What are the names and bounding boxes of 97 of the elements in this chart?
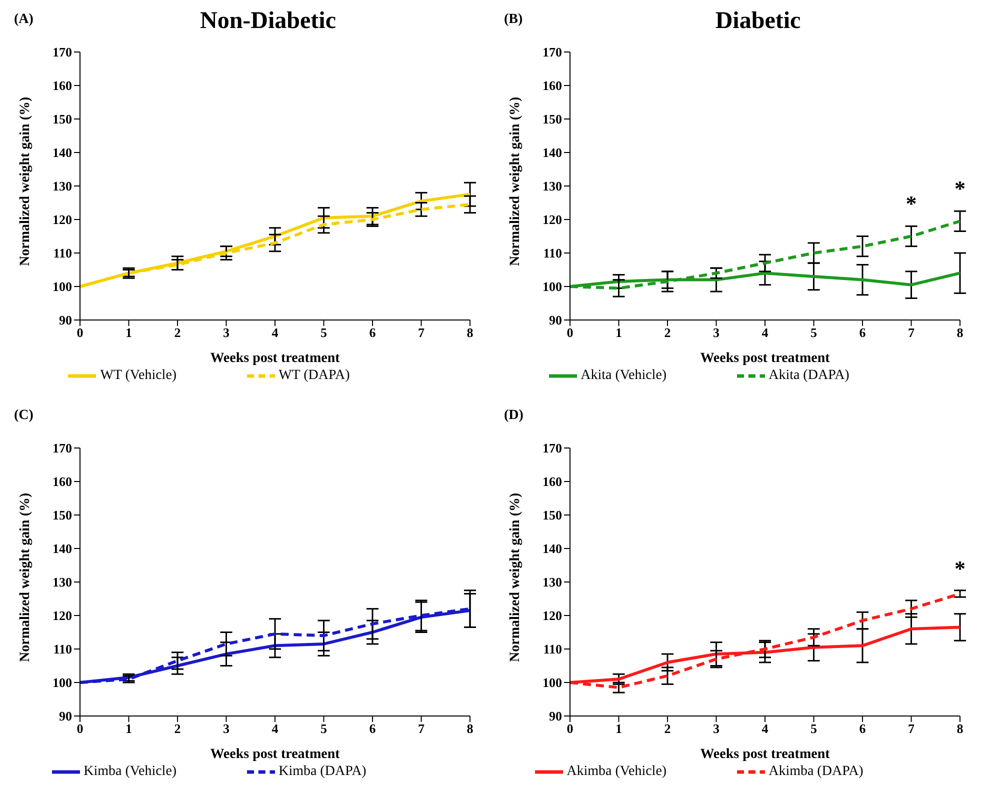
y-tick-label: 170 — [542, 44, 562, 60]
y-tick-label: 120 — [542, 212, 562, 228]
x-tick-label: 6 — [859, 721, 866, 736]
x-tick-label: 1 — [126, 721, 132, 736]
y-tick-label: 100 — [542, 279, 562, 294]
x-tick-label: 6 — [859, 325, 866, 340]
y-tick-label: 130 — [542, 574, 562, 590]
chart-title: Diabetic — [715, 8, 801, 34]
x-tick-label: 5 — [320, 325, 328, 340]
y-tick-label: 150 — [542, 508, 562, 523]
legend-label: Akita (Vehicle) — [580, 368, 667, 384]
x-tick-label: 5 — [320, 721, 328, 736]
y-tick-label: 150 — [52, 112, 72, 127]
y-tick-label: 140 — [542, 145, 562, 160]
x-tick-label: 3 — [713, 721, 720, 736]
y-tick-label: 100 — [52, 675, 72, 690]
x-axis-title: Weeks post treatment — [700, 747, 830, 762]
y-tick-label: 170 — [52, 44, 72, 60]
x-tick-label: 0 — [76, 325, 84, 340]
y-tick-label: 150 — [52, 508, 72, 523]
chart-title: Non-Diabetic — [200, 8, 336, 34]
x-tick-label: 8 — [956, 325, 964, 340]
x-tick-label: 2 — [664, 325, 671, 340]
x-tick-label: 7 — [418, 325, 425, 340]
x-tick-label: 1 — [616, 325, 622, 340]
legend-label: Kimba (DAPA) — [278, 764, 366, 780]
y-tick-label: 130 — [542, 178, 562, 194]
y-tick-label: 110 — [53, 642, 72, 657]
x-tick-label: 8 — [466, 721, 474, 736]
y-tick-label: 160 — [52, 78, 72, 94]
y-axis-title: Normalized weight gain (%) — [508, 492, 523, 662]
y-tick-label: 90 — [549, 708, 562, 724]
legend-label: WT (Vehicle) — [100, 368, 177, 384]
x-tick-label: 2 — [174, 721, 181, 736]
y-tick-label: 120 — [52, 608, 72, 624]
x-tick-label: 3 — [223, 325, 230, 340]
x-tick-label: 5 — [810, 325, 818, 340]
x-tick-label: 4 — [272, 325, 279, 340]
legend-label: Kimba (Vehicle) — [84, 764, 177, 780]
x-tick-label: 2 — [664, 721, 671, 736]
x-axis-title: Weeks post treatment — [210, 747, 340, 762]
y-tick-label: 160 — [542, 78, 562, 94]
legend-label: WT (DAPA) — [278, 368, 350, 384]
x-tick-label: 1 — [616, 721, 622, 736]
text: (A) — [14, 12, 34, 28]
y-tick-label: 160 — [542, 474, 562, 490]
text: (C) — [14, 408, 34, 424]
y-tick-label: 100 — [52, 279, 72, 294]
x-tick-label: 4 — [762, 325, 769, 340]
y-tick-label: 100 — [542, 675, 562, 690]
x-tick-label: 3 — [713, 325, 720, 340]
x-tick-label: 6 — [369, 721, 376, 736]
y-tick-label: 90 — [59, 312, 72, 328]
y-tick-label: 130 — [52, 574, 72, 590]
x-tick-label: 4 — [272, 721, 279, 736]
y-tick-label: 170 — [542, 440, 562, 456]
y-tick-label: 140 — [542, 541, 562, 556]
text: (D) — [504, 408, 524, 424]
x-tick-label: 7 — [418, 721, 425, 736]
y-tick-label: 140 — [52, 541, 72, 556]
x-tick-label: 0 — [566, 325, 574, 340]
x-tick-label: 7 — [908, 721, 915, 736]
y-tick-label: 110 — [53, 246, 72, 261]
x-tick-label: 1 — [126, 325, 132, 340]
y-axis-title: Normalized weight gain (%) — [18, 96, 33, 266]
y-tick-label: 110 — [543, 642, 562, 657]
y-axis-title: Normalized weight gain (%) — [18, 492, 33, 662]
data-label: * — [954, 176, 966, 202]
legend-label: Akita (DAPA) — [768, 368, 850, 384]
x-tick-label: 4 — [762, 721, 769, 736]
data-label: * — [906, 191, 917, 216]
x-tick-label: 3 — [223, 721, 230, 736]
y-tick-label: 120 — [52, 212, 72, 228]
legend-label: Akimba (Vehicle) — [566, 764, 667, 780]
data-label: * — [954, 556, 966, 582]
y-tick-label: 160 — [52, 474, 72, 490]
y-tick-label: 90 — [549, 312, 562, 328]
x-tick-label: 7 — [908, 325, 915, 340]
x-tick-label: 8 — [956, 721, 964, 736]
y-tick-label: 130 — [52, 178, 72, 194]
x-tick-label: 2 — [174, 325, 181, 340]
x-tick-label: 8 — [466, 325, 474, 340]
y-tick-label: 140 — [52, 145, 72, 160]
y-tick-label: 170 — [52, 440, 72, 456]
x-axis-title: Weeks post treatment — [210, 351, 340, 366]
y-axis-title: Normalized weight gain (%) — [508, 96, 523, 266]
x-axis-title: Weeks post treatment — [700, 351, 830, 366]
text: (B) — [504, 12, 523, 28]
y-tick-label: 120 — [542, 608, 562, 624]
x-tick-label: 0 — [566, 721, 574, 736]
x-tick-label: 0 — [76, 721, 84, 736]
x-tick-label: 6 — [369, 325, 376, 340]
legend-label: Akimba (DAPA) — [768, 764, 864, 780]
x-tick-label: 5 — [810, 721, 818, 736]
y-tick-label: 150 — [542, 112, 562, 127]
y-tick-label: 90 — [59, 708, 72, 724]
y-tick-label: 110 — [543, 246, 562, 261]
